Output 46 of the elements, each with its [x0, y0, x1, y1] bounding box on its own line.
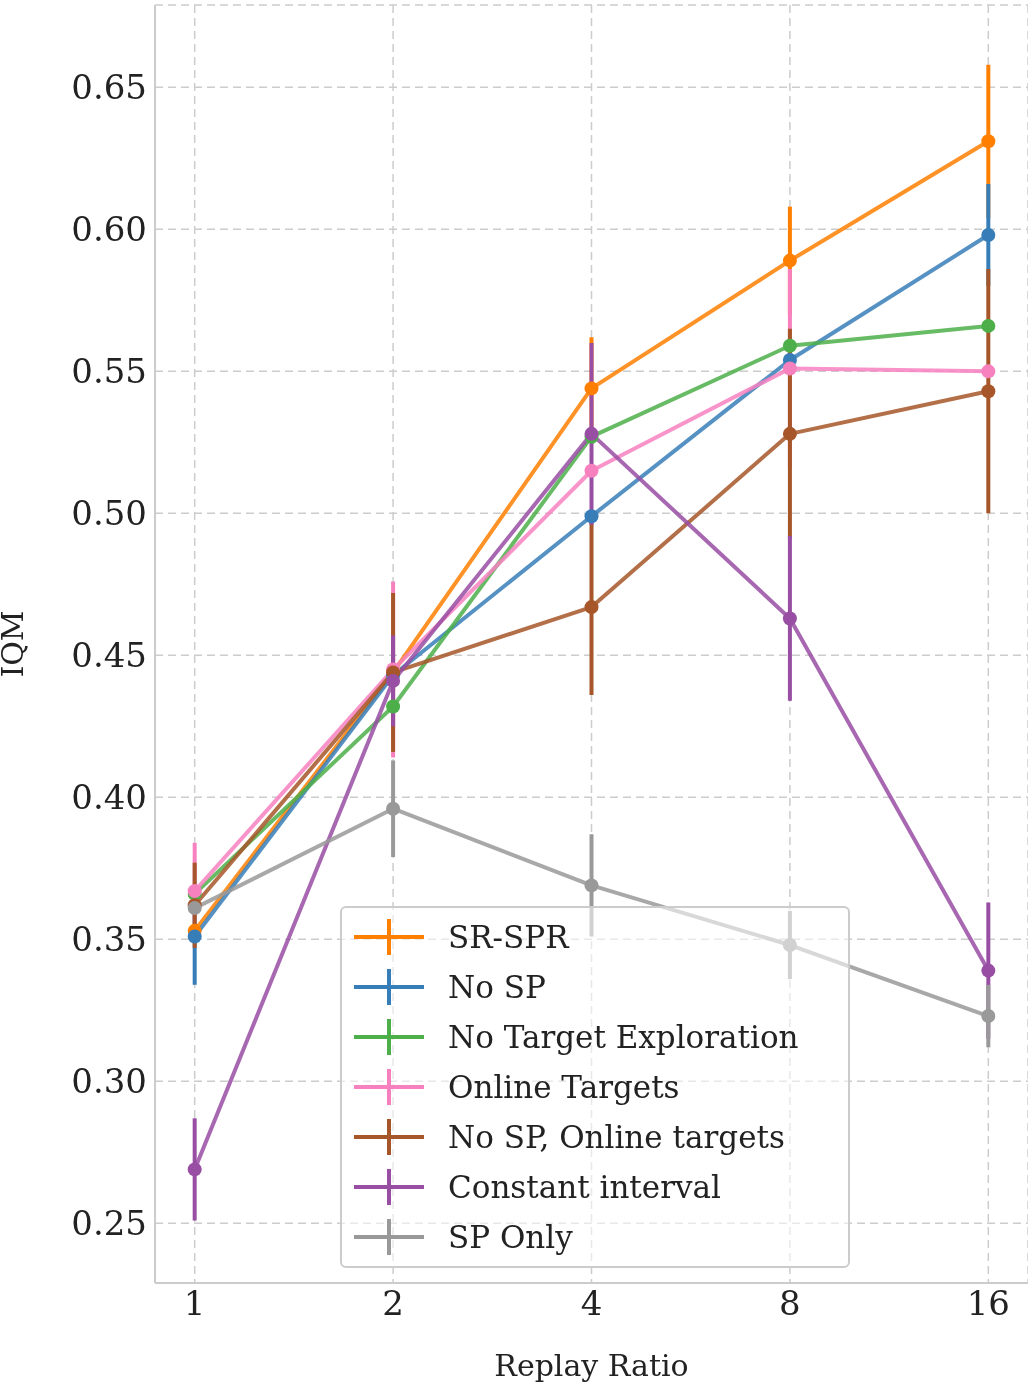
point	[584, 600, 599, 615]
legend-label: No Target Exploration	[448, 1019, 799, 1055]
point	[782, 938, 797, 953]
x-axis-title: Replay Ratio	[494, 1348, 689, 1383]
point	[981, 134, 996, 149]
point	[584, 878, 599, 893]
legend-label: Constant interval	[448, 1169, 721, 1205]
point	[782, 426, 797, 441]
point	[584, 463, 599, 478]
y-tick-label: 0.50	[71, 493, 147, 534]
point	[981, 364, 996, 379]
legend-label: No SP, Online targets	[448, 1119, 785, 1155]
x-tick-label: 4	[580, 1283, 603, 1324]
point	[981, 963, 996, 978]
point	[584, 381, 599, 396]
point	[981, 228, 996, 243]
x-tick-label: 16	[966, 1283, 1010, 1324]
y-tick-label: 0.55	[71, 351, 147, 392]
x-tick-label: 8	[779, 1283, 801, 1324]
point	[386, 801, 401, 816]
y-tick-label: 0.65	[71, 67, 147, 108]
point	[981, 384, 996, 399]
point	[187, 1162, 202, 1177]
point	[981, 318, 996, 333]
point	[386, 699, 401, 714]
y-tick-label: 0.30	[71, 1061, 147, 1102]
y-tick-label: 0.25	[71, 1203, 147, 1244]
point	[386, 673, 401, 688]
point	[782, 361, 797, 376]
legend-label: SP Only	[448, 1219, 573, 1255]
legend-label: Online Targets	[448, 1069, 680, 1105]
point	[584, 509, 599, 524]
y-tick-label: 0.40	[71, 777, 147, 818]
point	[782, 338, 797, 353]
y-axis-title: IQM	[0, 610, 30, 678]
x-tick-label: 1	[183, 1283, 206, 1324]
y-tick-label: 0.45	[71, 635, 147, 676]
x-tick-label: 2	[382, 1283, 404, 1324]
legend-label: No SP	[448, 969, 546, 1005]
legend-label: SR-SPR	[448, 919, 569, 955]
point	[187, 929, 202, 944]
point	[782, 253, 797, 268]
y-tick-label: 0.35	[71, 919, 147, 960]
y-tick-label: 0.60	[71, 209, 147, 250]
point	[981, 1009, 996, 1024]
point	[782, 611, 797, 626]
